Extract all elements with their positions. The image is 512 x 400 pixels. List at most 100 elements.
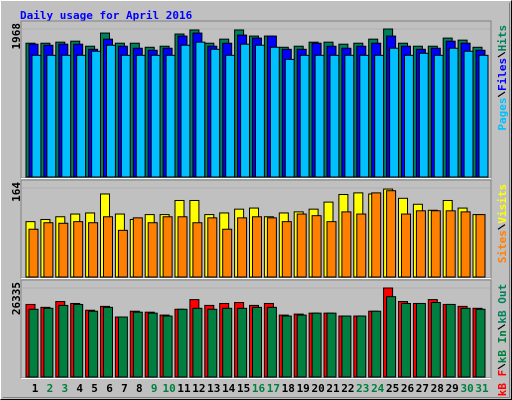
bar	[162, 216, 173, 278]
legend-separator	[497, 91, 506, 98]
bar	[222, 307, 233, 378]
bar	[165, 54, 176, 178]
legend-label: kB Out	[496, 284, 509, 324]
bar	[225, 54, 236, 178]
bar	[371, 192, 382, 278]
bar	[374, 54, 385, 178]
x-tick-label: 14	[222, 382, 236, 395]
bar	[475, 214, 486, 278]
bar	[117, 316, 128, 378]
bar	[386, 190, 397, 278]
bar	[284, 58, 295, 178]
x-tick-label: 30	[460, 382, 473, 395]
legend-separator	[497, 51, 506, 58]
x-tick-label: 10	[162, 382, 175, 395]
bar	[281, 221, 292, 278]
bar	[43, 222, 54, 278]
bar	[386, 296, 397, 378]
bar	[132, 311, 143, 378]
bar	[222, 228, 233, 278]
legend-label: Hits	[496, 25, 509, 52]
bar	[135, 54, 146, 178]
chart-title: Daily usage for April 2016	[20, 9, 193, 22]
x-tick-label: 21	[326, 382, 340, 395]
legend-label: kB F	[496, 370, 509, 397]
bar	[147, 222, 158, 278]
x-tick-label: 1	[32, 382, 39, 395]
legend-label: Visits	[496, 184, 509, 224]
bar	[73, 221, 84, 278]
bar	[281, 315, 292, 378]
bar	[463, 50, 474, 178]
bar	[326, 312, 337, 378]
bar	[255, 44, 265, 178]
bar	[31, 54, 42, 178]
bar	[359, 54, 370, 178]
x-tick-label: 2	[47, 382, 54, 395]
bar	[240, 43, 251, 178]
bar	[445, 210, 456, 278]
y-tick-label: 1968	[10, 23, 23, 50]
x-tick-label: 15	[237, 382, 250, 395]
bar	[344, 54, 355, 178]
x-tick-label: 7	[121, 382, 128, 395]
bar	[311, 215, 322, 278]
bar	[475, 308, 486, 378]
x-tick-label: 9	[151, 382, 158, 395]
bar	[76, 54, 87, 178]
bar	[73, 303, 84, 378]
bar	[314, 54, 325, 178]
bar	[356, 315, 367, 378]
x-tick-label: 16	[252, 382, 266, 395]
x-tick-label: 4	[76, 382, 83, 395]
bar	[28, 308, 39, 378]
x-tick-label: 12	[192, 382, 205, 395]
bar	[448, 47, 459, 178]
bar	[311, 312, 322, 378]
bar	[88, 310, 99, 378]
x-tick-label: 22	[341, 382, 354, 395]
bar	[269, 46, 280, 178]
x-tick-label: 27	[416, 382, 429, 395]
bar	[147, 312, 158, 378]
x-tick-label: 24	[371, 382, 385, 395]
bar	[296, 314, 307, 378]
bar	[237, 217, 248, 278]
x-tick-label: 11	[177, 382, 191, 395]
bar	[341, 211, 352, 278]
bar	[106, 44, 116, 178]
bar	[415, 210, 426, 278]
bar	[88, 222, 99, 278]
bar	[210, 48, 221, 178]
bar	[180, 44, 191, 178]
x-tick-label: 6	[106, 382, 113, 395]
legend-label: Pages	[496, 97, 509, 130]
bar	[329, 54, 340, 178]
bar	[460, 307, 471, 378]
bar	[418, 52, 429, 178]
x-tick-label: 13	[207, 382, 220, 395]
bar	[28, 228, 39, 278]
bar	[150, 54, 161, 178]
bar	[207, 308, 218, 378]
bar	[117, 229, 128, 278]
x-tick-label: 5	[91, 382, 98, 395]
x-tick-label: 17	[267, 382, 280, 395]
y-tick-label: 164	[10, 182, 23, 202]
bar	[445, 303, 456, 378]
bar	[177, 308, 188, 378]
bar	[460, 211, 471, 278]
legend-label: Sites	[496, 230, 509, 263]
x-tick-label: 29	[446, 382, 459, 395]
bar	[43, 307, 54, 378]
bar	[207, 217, 218, 278]
bar	[192, 307, 203, 378]
bar	[356, 213, 367, 278]
bar	[430, 302, 441, 378]
bar	[266, 306, 277, 378]
x-tick-label: 26	[401, 382, 415, 395]
bar	[132, 217, 143, 278]
bar	[433, 54, 444, 178]
